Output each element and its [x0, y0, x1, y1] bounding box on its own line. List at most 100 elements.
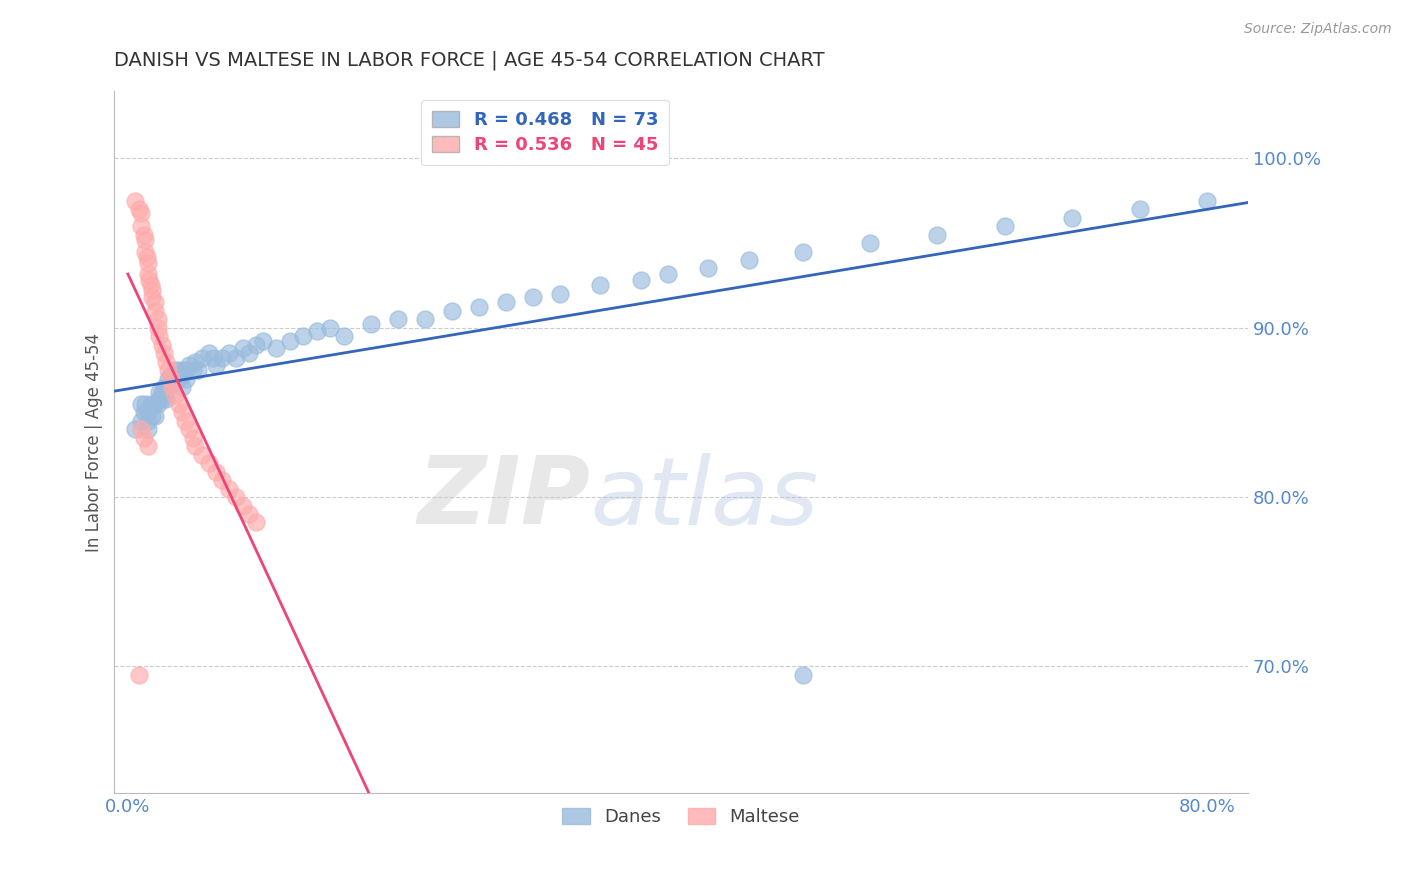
Point — [170, 405, 193, 419]
Point — [167, 363, 190, 377]
Point — [697, 261, 720, 276]
Point — [191, 448, 214, 462]
Point — [177, 358, 200, 372]
Point — [238, 507, 260, 521]
Point — [211, 473, 233, 487]
Point — [136, 267, 159, 281]
Point — [305, 324, 328, 338]
Text: ZIP: ZIP — [418, 452, 591, 544]
Point — [155, 354, 177, 368]
Point — [440, 303, 463, 318]
Point — [387, 312, 409, 326]
Point — [245, 337, 267, 351]
Point — [136, 405, 159, 419]
Point — [165, 388, 187, 402]
Point — [128, 202, 150, 217]
Point — [143, 303, 166, 318]
Point — [211, 351, 233, 366]
Point — [174, 371, 197, 385]
Point — [548, 286, 571, 301]
Point — [413, 312, 436, 326]
Point — [173, 363, 195, 377]
Point — [319, 320, 342, 334]
Point — [245, 516, 267, 530]
Point — [136, 422, 159, 436]
Point — [198, 346, 221, 360]
Point — [146, 397, 169, 411]
Point — [187, 363, 209, 377]
Point — [792, 244, 814, 259]
Point — [173, 414, 195, 428]
Point — [138, 273, 160, 287]
Point — [1129, 202, 1152, 217]
Point — [792, 668, 814, 682]
Point — [157, 363, 180, 377]
Point — [165, 363, 187, 377]
Point — [495, 295, 517, 310]
Point — [278, 334, 301, 349]
Point — [139, 397, 162, 411]
Point — [177, 422, 200, 436]
Point — [232, 499, 254, 513]
Point — [148, 392, 170, 406]
Point — [155, 392, 177, 406]
Point — [141, 284, 163, 298]
Point — [131, 422, 153, 436]
Point — [146, 312, 169, 326]
Point — [134, 233, 156, 247]
Point — [124, 422, 146, 436]
Point — [218, 482, 240, 496]
Point — [266, 341, 288, 355]
Point — [143, 409, 166, 423]
Point — [232, 341, 254, 355]
Point — [155, 385, 177, 400]
Point — [1062, 211, 1084, 225]
Point — [150, 392, 173, 406]
Point — [198, 456, 221, 470]
Point — [150, 337, 173, 351]
Point — [132, 227, 155, 242]
Point — [1197, 194, 1219, 208]
Point — [136, 414, 159, 428]
Point — [292, 329, 315, 343]
Point — [141, 290, 163, 304]
Text: DANISH VS MALTESE IN LABOR FORCE | AGE 45-54 CORRELATION CHART: DANISH VS MALTESE IN LABOR FORCE | AGE 4… — [114, 51, 825, 70]
Point — [184, 439, 207, 453]
Point — [124, 194, 146, 208]
Text: Source: ZipAtlas.com: Source: ZipAtlas.com — [1244, 22, 1392, 37]
Point — [225, 490, 247, 504]
Point — [139, 278, 162, 293]
Point — [360, 318, 382, 332]
Point — [181, 431, 204, 445]
Point — [131, 205, 153, 219]
Point — [927, 227, 949, 242]
Point — [131, 414, 153, 428]
Point — [128, 668, 150, 682]
Point — [181, 363, 204, 377]
Point — [148, 385, 170, 400]
Point — [132, 431, 155, 445]
Point — [141, 409, 163, 423]
Point — [467, 301, 489, 315]
Point — [737, 252, 759, 267]
Point — [143, 295, 166, 310]
Legend: Danes, Maltese: Danes, Maltese — [555, 801, 807, 833]
Point — [148, 329, 170, 343]
Point — [160, 371, 183, 385]
Point — [157, 371, 180, 385]
Point — [143, 397, 166, 411]
Point — [146, 320, 169, 334]
Point — [157, 380, 180, 394]
Point — [238, 346, 260, 360]
Point — [166, 371, 188, 385]
Point — [589, 278, 612, 293]
Point — [201, 351, 224, 366]
Point — [859, 235, 882, 250]
Point — [160, 368, 183, 383]
Point — [153, 380, 176, 394]
Point — [170, 380, 193, 394]
Point — [131, 397, 153, 411]
Point — [204, 358, 226, 372]
Point — [132, 405, 155, 419]
Point — [225, 351, 247, 366]
